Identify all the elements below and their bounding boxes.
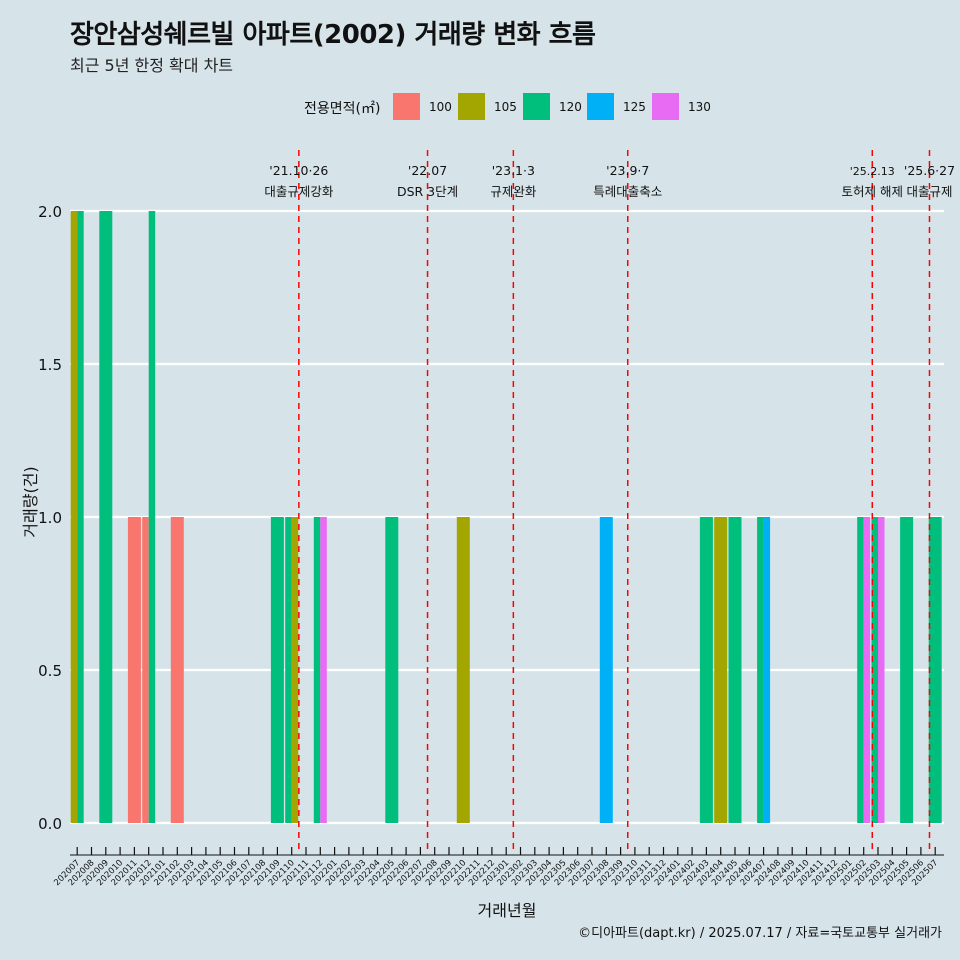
bar-202110-105 bbox=[291, 517, 299, 823]
legend-label: 105 bbox=[494, 100, 517, 114]
bar-202405-120 bbox=[728, 517, 742, 823]
legend-label: 100 bbox=[429, 100, 452, 114]
bar-202112-130 bbox=[320, 517, 327, 823]
y-axis-title: 거래량(건) bbox=[21, 466, 40, 537]
bar-202308-125 bbox=[599, 517, 613, 823]
legend-label: 125 bbox=[623, 100, 646, 114]
event-label: 규제완화 bbox=[490, 184, 537, 199]
y-tick-label: 1.5 bbox=[38, 356, 62, 374]
legend-swatch bbox=[587, 93, 614, 120]
bar-202012-100 bbox=[142, 517, 149, 823]
bar-202404-105 bbox=[714, 517, 728, 823]
source-caption: ©디아파트(dapt.kr) / 2025.07.17 / 자료=국토교통부 실… bbox=[578, 926, 942, 941]
bar-202502-120 bbox=[857, 517, 864, 823]
bar-202505-120 bbox=[900, 517, 914, 823]
event-label: 대출규제 bbox=[906, 184, 952, 199]
chart-subtitle: 최근 5년 한정 확대 차트 bbox=[70, 56, 234, 75]
bar-202507-120 bbox=[928, 517, 942, 823]
event-label: DSR 3단계 bbox=[397, 184, 458, 199]
event-date: '25.2.13 bbox=[850, 165, 895, 178]
bar-202210-105 bbox=[456, 517, 470, 823]
event-date: '25.6·27 bbox=[904, 163, 955, 178]
bar-202009-120 bbox=[99, 211, 113, 823]
y-tick-label: 2.0 bbox=[38, 203, 62, 221]
event-label: 토허제 해제 bbox=[842, 184, 903, 199]
event-date: '23.1·3 bbox=[492, 163, 535, 178]
bar-202011-100 bbox=[127, 517, 141, 823]
y-tick-label: 0.5 bbox=[38, 662, 62, 680]
event-label: 대출규제강화 bbox=[264, 184, 334, 199]
bar-202407-120 bbox=[757, 517, 764, 823]
event-label: 특례대출축소 bbox=[593, 184, 662, 199]
y-tick-label: 0.0 bbox=[38, 815, 62, 833]
legend-label: 120 bbox=[559, 100, 582, 114]
bar-202407-125 bbox=[763, 517, 771, 823]
legend-swatch bbox=[393, 93, 420, 120]
bar-202007-105 bbox=[70, 211, 78, 823]
bar-202502-130 bbox=[863, 517, 871, 823]
bar-202012-120 bbox=[148, 211, 156, 823]
chart-title: 장안삼성쉐르빌 아파트(2002) 거래량 변화 흐름 bbox=[70, 20, 596, 50]
legend-title: 전용면적(㎡) bbox=[304, 101, 381, 117]
bar-202503-120 bbox=[871, 517, 878, 823]
legend: 전용면적(㎡) 100 105 120 125 130 bbox=[0, 92, 960, 122]
legend-swatch bbox=[458, 93, 485, 120]
legend-swatch bbox=[523, 93, 550, 120]
bar-202112-120 bbox=[313, 517, 321, 823]
event-date: '22.07 bbox=[408, 163, 447, 178]
bar-202403-120 bbox=[699, 517, 713, 823]
bar-202110-120 bbox=[285, 517, 292, 823]
y-tick-label: 1.0 bbox=[38, 509, 62, 527]
event-date: '21.10·26 bbox=[269, 163, 328, 178]
legend-label: 130 bbox=[688, 100, 711, 114]
bar-202503-130 bbox=[878, 517, 885, 823]
bar-202007-120 bbox=[77, 211, 84, 823]
event-date: '23.9·7 bbox=[606, 163, 649, 178]
bar-202109-120 bbox=[270, 517, 284, 823]
x-axis-title: 거래년월 bbox=[478, 901, 537, 920]
legend-swatch bbox=[652, 93, 679, 120]
bar-202102-100 bbox=[170, 517, 184, 823]
bar-202205-120 bbox=[385, 517, 399, 823]
